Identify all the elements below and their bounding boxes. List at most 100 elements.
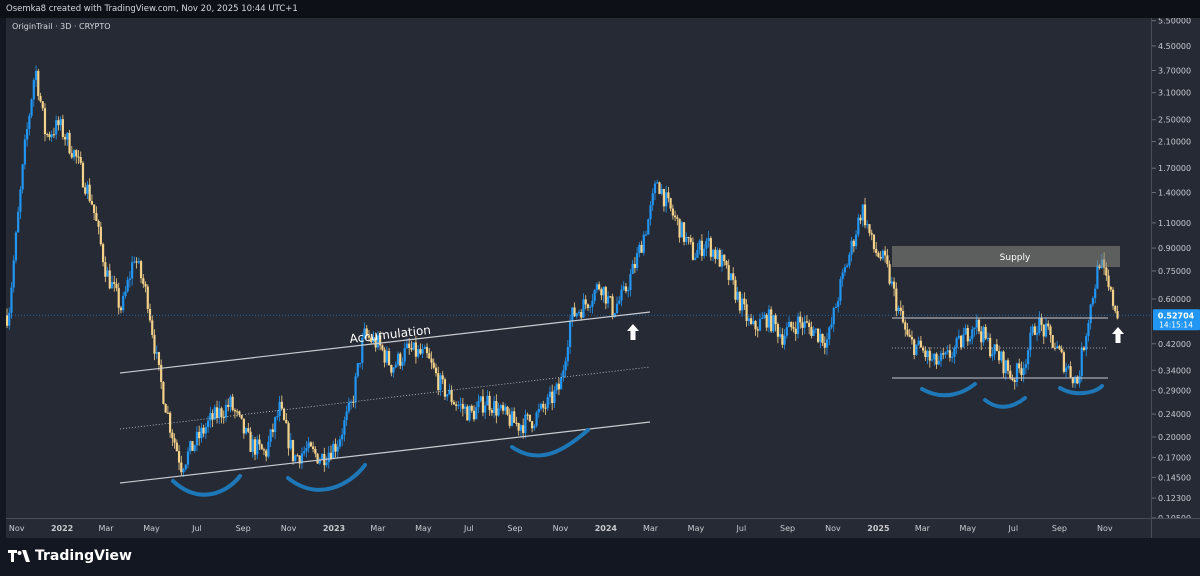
- candle-body: [685, 237, 688, 242]
- candle-body: [262, 449, 266, 451]
- candle-body: [106, 270, 109, 277]
- candle-body: [133, 261, 136, 263]
- candle-body: [425, 347, 429, 354]
- candle: [656, 179, 659, 184]
- current-price-value: 0.52704: [1158, 311, 1195, 320]
- candle-body: [568, 320, 572, 347]
- chart-canvas[interactable]: Accumulation Supply OriginTrail · 3D · CR…: [6, 18, 1151, 518]
- candle: [383, 347, 386, 368]
- candle-body: [271, 429, 274, 433]
- candle: [133, 256, 136, 264]
- candle-body: [46, 134, 49, 136]
- candle-body: [776, 324, 779, 337]
- candle-body: [828, 327, 831, 340]
- candle-body: [28, 115, 31, 129]
- brand-logo[interactable]: TradingView: [8, 548, 132, 564]
- time-axis[interactable]: Nov 2022 Mar May Jul Sep Nov 2023 Mar May Jul Sep No…: [6, 518, 1151, 539]
- candle-body: [186, 451, 190, 465]
- candle: [991, 347, 994, 361]
- candle-body: [363, 328, 366, 338]
- accumulation-channel: [119, 311, 651, 484]
- candle: [546, 394, 549, 411]
- candle: [316, 453, 319, 465]
- candle: [886, 248, 889, 268]
- current-price-badge: [1153, 309, 1200, 331]
- candle-body: [548, 391, 552, 398]
- time-tick-label: May: [415, 524, 432, 533]
- candle: [787, 316, 791, 328]
- candle-body: [761, 317, 764, 320]
- candle: [48, 131, 51, 141]
- candle: [765, 313, 768, 332]
- candle-body: [77, 156, 80, 158]
- candle: [953, 345, 956, 364]
- candle: [1058, 344, 1061, 351]
- candle: [481, 389, 485, 417]
- candle: [191, 441, 194, 451]
- candle: [204, 422, 207, 440]
- candle-body: [794, 328, 797, 334]
- candle: [1053, 342, 1057, 351]
- candle-body: [379, 335, 382, 346]
- candle: [1027, 347, 1030, 371]
- time-tick-label: Nov: [553, 524, 569, 533]
- candle-body: [296, 455, 299, 457]
- candle: [220, 406, 223, 424]
- candle-body: [517, 423, 520, 431]
- candle: [175, 439, 178, 452]
- candle: [803, 315, 806, 335]
- candle: [298, 454, 301, 469]
- candle: [618, 295, 621, 305]
- candle: [796, 312, 800, 339]
- candle-body: [830, 324, 833, 328]
- candle-body: [486, 395, 489, 406]
- candle-body: [948, 350, 952, 358]
- candle: [425, 343, 429, 358]
- candle: [52, 127, 56, 139]
- candle: [738, 291, 741, 314]
- candle-body: [488, 395, 491, 411]
- candle: [50, 130, 53, 142]
- candle: [334, 438, 337, 458]
- price-axis[interactable]: 5.50000 4.50000 3.70000 3.10000 2.50000 2.100…: [1151, 17, 1200, 523]
- candle-body: [224, 404, 228, 418]
- candle-body: [846, 265, 849, 268]
- candle: [703, 244, 706, 259]
- candle: [772, 314, 775, 334]
- candle-body: [942, 353, 945, 355]
- candle-body: [895, 288, 898, 312]
- candle: [857, 213, 860, 238]
- candle-body: [30, 99, 33, 116]
- candle: [888, 260, 891, 286]
- candle: [327, 446, 330, 469]
- candle-body: [734, 279, 737, 300]
- candle: [202, 424, 205, 438]
- candle-body: [530, 421, 534, 429]
- candle-body: [508, 414, 511, 426]
- candle-body: [953, 347, 956, 357]
- price-tick-label: 5.50000: [1158, 18, 1191, 26]
- candle-body: [852, 240, 855, 247]
- candle: [747, 314, 750, 326]
- candle: [1076, 375, 1079, 385]
- candle: [1094, 284, 1097, 304]
- candle: [962, 327, 965, 348]
- candle-body: [365, 328, 368, 336]
- candle: [1000, 350, 1003, 363]
- candle: [884, 246, 887, 263]
- candle-body: [479, 396, 482, 402]
- candle: [30, 98, 33, 119]
- candle: [589, 304, 592, 313]
- candle-body: [939, 353, 943, 361]
- candle-body: [338, 439, 342, 447]
- candle: [122, 291, 125, 313]
- candle-body: [300, 453, 304, 464]
- candle: [57, 116, 60, 131]
- candle: [414, 336, 418, 364]
- candle-body: [490, 410, 493, 413]
- candle-body: [680, 222, 683, 238]
- candle-body: [276, 416, 279, 418]
- candle: [799, 311, 802, 329]
- candle: [117, 282, 120, 315]
